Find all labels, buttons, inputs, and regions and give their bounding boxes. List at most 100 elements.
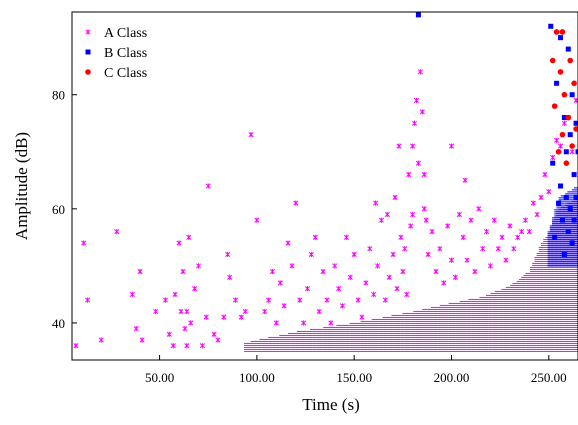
y-tick-label: 40 xyxy=(52,316,65,331)
data-point xyxy=(476,206,482,212)
data-point xyxy=(530,200,536,206)
data-point xyxy=(557,183,563,189)
data-point xyxy=(557,69,564,75)
data-point xyxy=(460,234,466,240)
data-point xyxy=(203,314,209,320)
data-point xyxy=(254,217,260,223)
data-point xyxy=(211,331,217,337)
data-point xyxy=(205,183,211,189)
data-point xyxy=(289,263,295,269)
data-point xyxy=(153,308,159,315)
data-point xyxy=(462,177,468,183)
legend-label: B Class xyxy=(104,46,147,61)
data-point xyxy=(519,229,525,235)
data-point xyxy=(559,217,565,223)
data-point xyxy=(359,314,365,320)
data-point xyxy=(561,251,567,257)
data-point xyxy=(511,246,517,252)
data-point xyxy=(571,80,577,87)
data-point xyxy=(285,240,291,246)
data-point xyxy=(573,120,578,126)
data-point xyxy=(227,274,233,280)
data-point xyxy=(269,268,276,275)
data-point xyxy=(390,251,396,258)
legend-item: C Class xyxy=(85,66,147,81)
data-point xyxy=(425,251,431,258)
data-point xyxy=(73,343,79,349)
data-point xyxy=(293,200,299,206)
data-point xyxy=(448,257,455,263)
data-point xyxy=(176,240,182,246)
data-point xyxy=(567,206,573,212)
data-point xyxy=(184,308,190,315)
data-point xyxy=(324,297,330,303)
data-point xyxy=(371,291,377,297)
data-point xyxy=(569,149,575,155)
data-point xyxy=(413,97,420,104)
series-a-class xyxy=(73,69,578,352)
data-point xyxy=(556,200,562,206)
data-point xyxy=(98,337,104,343)
data-point xyxy=(402,246,408,252)
data-point xyxy=(343,234,349,240)
data-point xyxy=(415,160,421,166)
data-point xyxy=(563,160,570,166)
data-point xyxy=(225,251,231,258)
data-point xyxy=(170,343,176,349)
legend-marker xyxy=(85,69,91,75)
data-point xyxy=(184,343,190,349)
legend-marker xyxy=(85,29,91,35)
data-point xyxy=(384,211,390,218)
data-point xyxy=(266,297,272,303)
data-point xyxy=(304,286,311,292)
data-point xyxy=(316,308,322,315)
data-point xyxy=(339,303,346,309)
data-point xyxy=(495,246,501,252)
data-point xyxy=(415,12,421,18)
data-point xyxy=(452,274,458,280)
x-tick-label: 200.00 xyxy=(434,370,470,385)
data-point xyxy=(552,234,558,240)
data-point xyxy=(546,189,552,195)
data-point xyxy=(571,172,577,178)
data-point xyxy=(406,171,412,178)
data-point xyxy=(553,29,560,35)
data-point xyxy=(139,337,145,343)
data-point xyxy=(312,234,318,240)
data-point xyxy=(308,251,314,258)
data-point xyxy=(178,308,184,315)
legend-marker xyxy=(85,49,91,55)
data-point xyxy=(526,229,532,235)
data-point xyxy=(456,211,462,218)
data-point xyxy=(277,280,283,286)
data-point xyxy=(421,171,427,178)
data-point xyxy=(569,92,575,98)
data-point xyxy=(242,308,248,315)
data-point xyxy=(180,268,186,275)
data-point xyxy=(468,217,474,223)
data-point xyxy=(162,297,168,303)
x-tick-label: 100.00 xyxy=(239,370,275,385)
data-point xyxy=(569,143,575,149)
data-point xyxy=(561,115,567,121)
data-point xyxy=(563,194,569,200)
data-point xyxy=(133,326,139,332)
data-point xyxy=(507,223,513,229)
dense-band xyxy=(244,198,578,352)
data-point xyxy=(382,297,388,303)
data-point xyxy=(114,229,120,235)
data-point xyxy=(565,46,571,52)
data-point xyxy=(423,217,429,223)
data-point xyxy=(569,240,575,246)
data-point xyxy=(301,320,307,326)
data-point xyxy=(411,120,418,126)
data-point xyxy=(398,234,404,240)
data-point xyxy=(238,314,244,320)
x-tick-label: 150.00 xyxy=(336,370,372,385)
data-point xyxy=(320,268,326,275)
data-point xyxy=(437,246,443,252)
data-point xyxy=(522,217,529,223)
data-point xyxy=(328,320,334,326)
data-point xyxy=(221,314,227,320)
data-point xyxy=(199,343,205,349)
